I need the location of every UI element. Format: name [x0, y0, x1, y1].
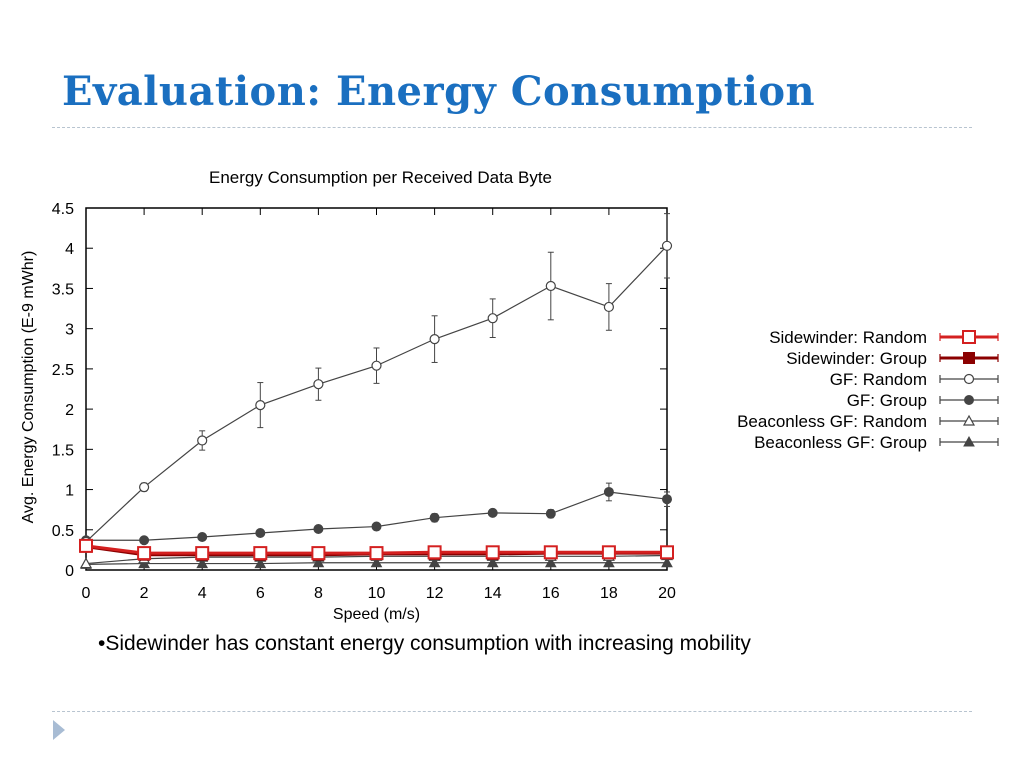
- data-point: [545, 508, 556, 519]
- data-point: [486, 556, 499, 568]
- legend-marker: [963, 435, 975, 447]
- series-gf-group: [81, 482, 672, 546]
- data-point: [661, 556, 673, 568]
- data-point: [255, 527, 266, 538]
- y-axis-label: Avg. Energy Consumption (E-9 mWhr): [20, 251, 37, 524]
- x-axis-label: Speed (m/s): [333, 606, 420, 623]
- data-point: [429, 512, 440, 523]
- data-point: [428, 556, 441, 568]
- data-point: [370, 556, 383, 568]
- x-tick-label: 4: [198, 585, 207, 602]
- data-point: [487, 507, 498, 518]
- data-point: [137, 546, 152, 561]
- data-point: [255, 399, 266, 411]
- x-tick-label: 8: [314, 585, 323, 602]
- y-tick-label: 4.5: [52, 201, 74, 218]
- legend-label-beaconless-gf-random: Beaconless GF: Random: [737, 412, 927, 431]
- series-line-gf-group: [86, 491, 668, 541]
- data-point: [660, 545, 674, 560]
- legend-label-gf-random: GF: Random: [830, 370, 927, 389]
- legend-label-gf-group: GF: Group: [847, 391, 927, 410]
- data-point: [313, 523, 324, 534]
- data-point: [253, 546, 268, 561]
- data-point: [196, 557, 209, 569]
- x-tick-label: 6: [256, 585, 265, 602]
- y-tick-label: 2: [65, 402, 74, 419]
- y-tick-label: 1.5: [52, 442, 74, 459]
- legend-marker: [962, 414, 976, 426]
- y-tick-label: 3.5: [52, 281, 74, 298]
- title-divider: [52, 127, 972, 128]
- x-tick-label: 20: [658, 585, 676, 602]
- y-tick-label: 0.5: [52, 523, 74, 540]
- data-point: [543, 545, 558, 560]
- data-point: [429, 334, 440, 345]
- bullet-text: •Sidewinder has constant energy consumpt…: [98, 632, 751, 655]
- data-point: [312, 556, 325, 568]
- triangle-right-icon[interactable]: [52, 719, 66, 741]
- data-point: [195, 546, 210, 561]
- x-tick-label: 18: [600, 585, 618, 602]
- x-tick-label: 0: [82, 585, 91, 602]
- series-gf-random: [80, 213, 673, 547]
- data-point: [139, 482, 150, 493]
- y-tick-label: 1: [65, 483, 74, 500]
- legend-marker: [964, 395, 974, 405]
- data-point: [662, 494, 672, 505]
- y-tick-label: 4: [65, 241, 74, 258]
- data-point: [254, 557, 267, 569]
- data-point: [603, 556, 615, 568]
- data-point: [544, 556, 557, 568]
- data-point: [603, 301, 615, 313]
- y-tick-label: 3: [65, 322, 74, 339]
- x-tick-label: 14: [484, 585, 502, 602]
- legend-marker: [963, 373, 975, 385]
- legend-marker: [962, 330, 976, 344]
- data-point: [485, 545, 500, 560]
- data-point: [197, 435, 208, 446]
- legend-label-sidewinder-random: Sidewinder: Random: [769, 328, 927, 347]
- data-point: [601, 545, 616, 560]
- x-tick-label: 2: [140, 585, 149, 602]
- x-tick-label: 10: [368, 585, 386, 602]
- legend-label-sidewinder-group: Sidewinder: Group: [786, 349, 927, 368]
- data-point: [661, 240, 673, 251]
- footer-divider: [52, 711, 972, 712]
- y-tick-label: 2.5: [52, 362, 74, 379]
- legend-marker: [963, 352, 975, 364]
- data-point: [197, 532, 208, 543]
- data-point: [313, 379, 324, 390]
- legend-label-beaconless-gf-group: Beaconless GF: Group: [754, 433, 927, 452]
- data-point: [311, 546, 326, 561]
- chart-title: Energy Consumption per Received Data Byt…: [209, 168, 552, 187]
- series-sidewinder-random: [79, 538, 674, 561]
- series-line-gf-random: [85, 245, 668, 543]
- energy-chart: Energy Consumption per Received Data Byt…: [20, 168, 999, 623]
- data-point: [427, 545, 442, 560]
- data-point: [371, 360, 382, 371]
- x-tick-label: 16: [542, 585, 560, 602]
- data-point: [603, 486, 614, 497]
- data-point: [139, 535, 150, 546]
- data-point: [79, 538, 93, 553]
- data-point: [371, 521, 382, 532]
- data-point: [487, 313, 498, 324]
- plot-frame: [85, 207, 668, 571]
- data-point: [79, 557, 93, 569]
- data-point: [369, 546, 384, 561]
- slide-title: Evaluation: Energy Consumption: [62, 68, 816, 115]
- x-tick-label: 12: [426, 585, 444, 602]
- data-point: [545, 280, 556, 292]
- y-tick-label: 0: [65, 563, 74, 580]
